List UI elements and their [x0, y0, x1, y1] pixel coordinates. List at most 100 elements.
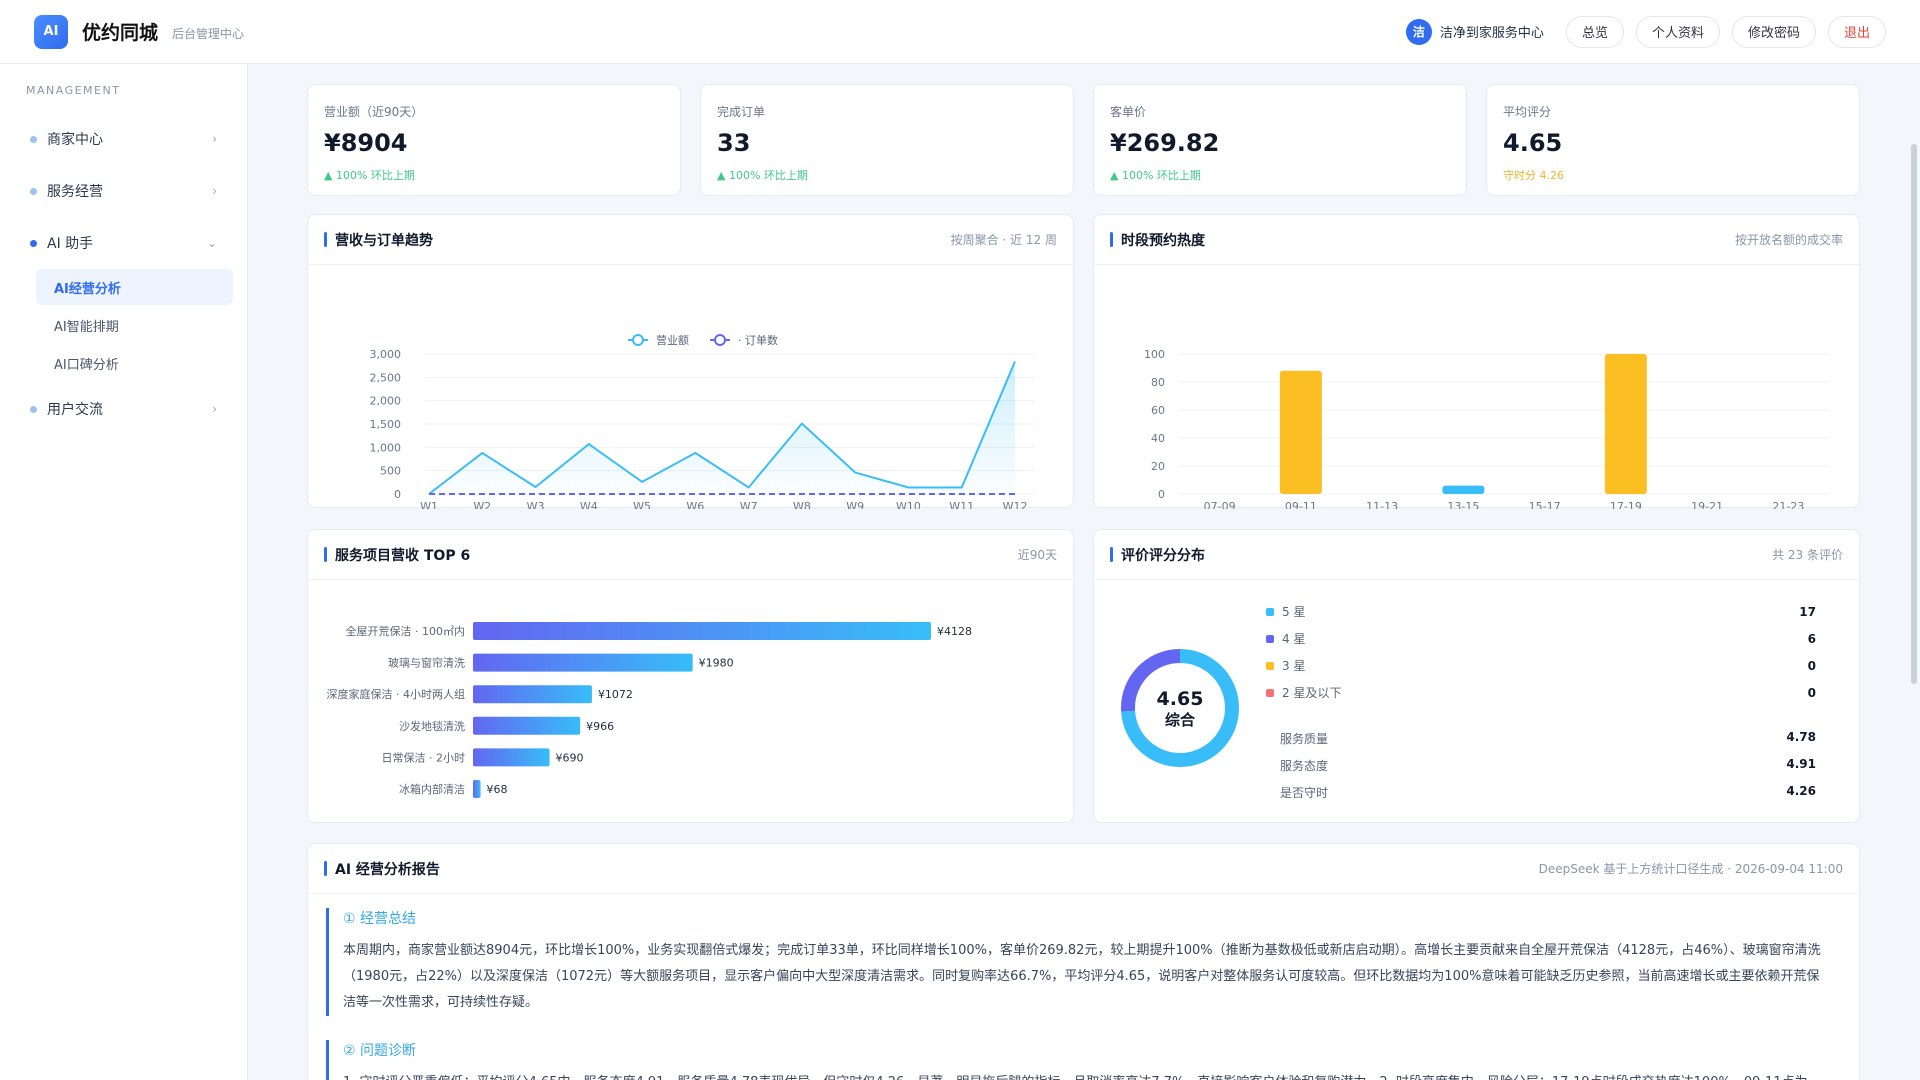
accent-bar — [324, 861, 327, 876]
x-tick-label: W6 — [686, 500, 704, 509]
bar — [473, 748, 550, 767]
rating-legend-row: 3 星 0 — [1266, 657, 1816, 674]
overview-button[interactable]: 总览 — [1565, 15, 1624, 48]
sub-score-value: 4.26 — [1786, 784, 1816, 798]
legend-label: · 订单数 — [738, 334, 778, 347]
y-tick-label: 0 — [394, 488, 401, 501]
bar — [1279, 370, 1322, 494]
y-tick-label: 2,500 — [370, 371, 402, 384]
app-logo[interactable]: AI — [34, 14, 68, 49]
sidebar-item-label: 用户交流 — [47, 402, 103, 418]
bullet-icon — [30, 135, 37, 143]
y-tick-label: 60 — [1151, 404, 1165, 417]
sub-score-label: 服务态度 — [1280, 759, 1329, 773]
kpi-card-orders: 完成订单 33 ▲ 100% 环比上期 — [700, 84, 1074, 196]
sidebar-item-ai-assistant[interactable]: AI 助手 ⌄ — [0, 217, 247, 269]
panel-header: 营收与订单趋势 按周聚合 · 近 12 周 — [308, 215, 1073, 265]
series-line-revenue — [428, 361, 1016, 495]
accent-bar — [1110, 232, 1113, 247]
x-tick-label: W2 — [473, 500, 491, 509]
x-tick-label: 15-17 — [1529, 500, 1561, 509]
rating-legend-row: 5 星 17 — [1266, 603, 1816, 620]
sidebar: MANAGEMENT 商家中心 › 服务经营 › AI 助手 ⌄ AI经营分析 … — [0, 64, 248, 1080]
heat-chart: 0 20 40 60 80 100 07-09 09-11 11-13 13-15 15-17 17-… — [1144, 348, 1829, 509]
avatar: 洁 — [1405, 18, 1432, 45]
sidebar-subitem-ai-schedule[interactable]: AI智能排期 — [54, 319, 119, 335]
y-tick-label: 0 — [1158, 488, 1165, 501]
top-services-panel: 服务项目营收 TOP 6 近90天 全屋开荒保洁 · 100㎡内 ¥4128 玻璃与… — [307, 529, 1074, 823]
category-label: 玻璃与窗帘清洗 — [388, 656, 465, 670]
trend-panel: 营收与订单趋势 按周聚合 · 近 12 周 0 500 1,000 1,500 2,00… — [307, 214, 1074, 509]
chevron-right-icon: › — [212, 132, 217, 146]
kpi-card-rating: 平均评分 4.65 守时分 4.26 — [1486, 84, 1860, 196]
panel-title: 服务项目营收 TOP 6 — [335, 547, 471, 564]
scrollbar-thumb[interactable] — [1911, 144, 1917, 684]
x-tick-label: W3 — [527, 500, 545, 509]
sidebar-item-service-ops[interactable]: 服务经营 › — [0, 165, 247, 217]
y-tick-label: 20 — [1151, 460, 1165, 473]
report-heading: ② 问题诊断 — [343, 1043, 417, 1059]
legend-color-swatch — [1266, 634, 1274, 643]
sub-score-value: 4.91 — [1786, 757, 1816, 771]
change-password-button[interactable]: 修改密码 — [1731, 15, 1816, 48]
brand-subtitle: 后台管理中心 — [172, 27, 245, 41]
merchant-info[interactable]: 洁 洁净到家服务中心 — [1405, 18, 1544, 45]
x-tick-label: W11 — [949, 500, 974, 509]
x-tick-label: W10 — [896, 500, 921, 509]
kpi-value: ¥269.82 — [1110, 129, 1220, 157]
sub-score-label: 是否守时 — [1280, 786, 1329, 800]
y-tick-label: 500 — [380, 465, 401, 478]
x-tick-label: 11-13 — [1366, 500, 1398, 509]
legend-label: 5 星 — [1282, 605, 1306, 619]
logout-button[interactable]: 退出 — [1827, 15, 1886, 48]
panel-title: AI 经营分析报告 — [335, 861, 440, 878]
bar — [473, 780, 481, 798]
chevron-right-icon: › — [212, 402, 217, 416]
donut-center-value: 4.65 — [1157, 688, 1204, 710]
legend-value: 0 — [1807, 685, 1816, 700]
panel-note: 按开放名额的成交率 — [1734, 233, 1843, 247]
kpi-label: 完成订单 — [717, 105, 766, 119]
kpi-label: 营业额（近90天） — [324, 105, 424, 119]
category-label: 全屋开荒保洁 · 100㎡内 — [346, 624, 466, 638]
legend-color-swatch — [1266, 607, 1274, 616]
panel-title: 评价评分分布 — [1121, 547, 1205, 564]
profile-button[interactable]: 个人资料 — [1635, 15, 1720, 48]
sub-score-value: 4.78 — [1786, 730, 1816, 744]
legend-color-swatch — [1266, 688, 1274, 697]
sidebar-subitem-ai-analysis[interactable]: AI经营分析 — [36, 269, 233, 305]
sidebar-item-label: 商家中心 — [47, 132, 103, 148]
panel-header: AI 经营分析报告 DeepSeek 基于上方统计口径生成 · 2026-09-… — [308, 844, 1859, 894]
y-tick-label: 40 — [1151, 432, 1165, 445]
sidebar-item-label: 服务经营 — [47, 184, 103, 200]
x-tick-label: W4 — [580, 500, 598, 509]
donut-slice — [1121, 649, 1239, 767]
y-tick-label: 1,500 — [370, 418, 402, 431]
kpi-card-revenue: 营业额（近90天） ¥8904 ▲ 100% 环比上期 — [307, 84, 681, 196]
legend-value: 17 — [1799, 604, 1816, 619]
sidebar-item-merchant-center[interactable]: 商家中心 › — [0, 113, 247, 165]
y-tick-label: 2,000 — [370, 395, 402, 408]
legend-label: 营业额 — [656, 333, 689, 347]
page-scrollbar[interactable] — [1908, 64, 1920, 1080]
bar — [473, 622, 931, 640]
report-text: 本周期内，商家营业额达8904元，环比增长100%，业务实现翻倍式爆发；完成订单… — [343, 943, 1821, 1010]
x-tick-label: W8 — [793, 500, 811, 509]
trend-chart: 0 500 1,000 1,500 2,000 2,500 3,000 W1 W2 W3 W4 W5 W… — [370, 333, 1035, 509]
sidebar-subitem-ai-reputation[interactable]: AI口碑分析 — [54, 357, 119, 373]
header-actions: 洁 洁净到家服务中心 总览 个人资料 修改密码 退出 — [1405, 15, 1886, 48]
report-section-summary: ① 经营总结 本周期内，商家营业额达8904元，环比增长100%，业务实现翻倍式… — [326, 908, 1826, 1016]
panel-title: 营收与订单趋势 — [335, 232, 433, 249]
bullet-icon — [30, 405, 37, 413]
merchant-name: 洁净到家服务中心 — [1439, 26, 1544, 41]
bullet-icon — [30, 187, 37, 195]
y-tick-label: 100 — [1144, 348, 1165, 361]
sidebar-item-user-chat[interactable]: 用户交流 › — [0, 383, 247, 435]
data-label: ¥1072 — [598, 688, 633, 701]
data-label: ¥690 — [556, 751, 584, 764]
sub-score-row: 是否守时 4.26 — [1280, 784, 1816, 801]
panel-note: DeepSeek 基于上方统计口径生成 · 2026-09-04 11:00 — [1538, 862, 1843, 876]
x-tick-label: 19-21 — [1691, 500, 1723, 509]
top-header: AI 优约同城 后台管理中心 洁 洁净到家服务中心 总览 个人资料 修改密码 退… — [0, 0, 1920, 64]
x-tick-label: W7 — [740, 500, 758, 509]
